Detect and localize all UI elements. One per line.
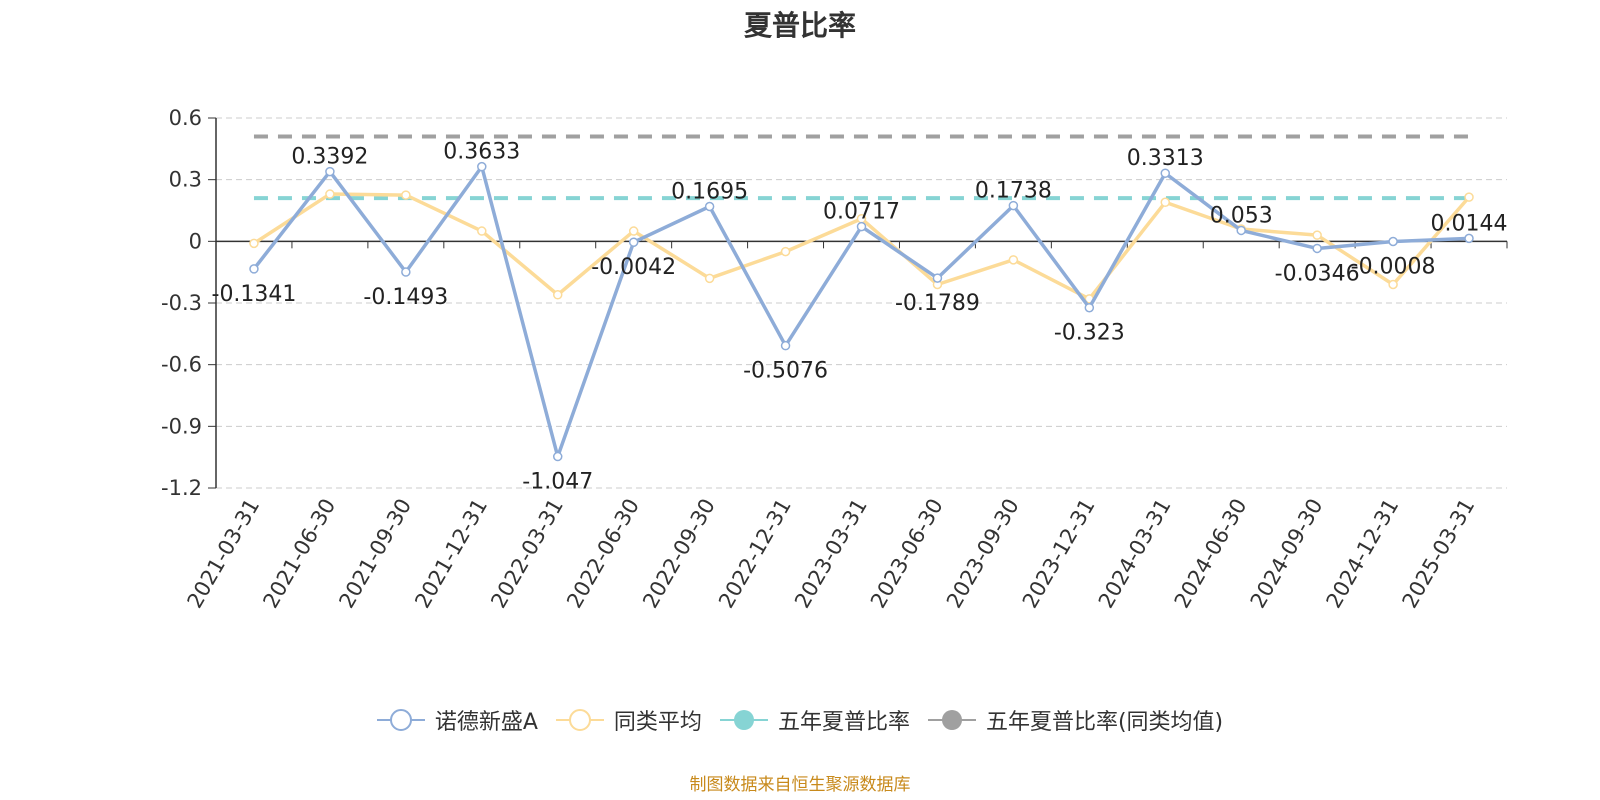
fund-point: [856, 221, 867, 232]
x-tick-label: 2023-09-30: [942, 495, 1024, 613]
legend-marker-five-year-sharpe-peer: [927, 710, 976, 730]
legend-item-peer-average[interactable]: 同类平均: [555, 704, 702, 736]
x-tick-label: 2023-06-30: [866, 495, 948, 613]
x-tick-label: 2023-12-31: [1018, 495, 1100, 613]
y-tick-label: 0: [189, 229, 202, 253]
peer-average-point: [1388, 279, 1398, 290]
fund-data-label: -0.0346: [1275, 261, 1360, 286]
fund-data-label: -0.1493: [363, 285, 448, 310]
fund-point: [704, 201, 715, 212]
fund-point: [780, 340, 791, 351]
legend-label-five-year-sharpe-peer: 五年夏普比率(同类均值): [985, 710, 1224, 735]
x-tick-label: 2023-03-31: [790, 495, 872, 613]
y-tick-label: 0.6: [169, 106, 202, 130]
fund-data-label: 0.1695: [671, 179, 748, 204]
peer-average-point: [1160, 197, 1171, 208]
fund-point: [477, 161, 487, 172]
fund-data-label: 0.0717: [823, 200, 900, 225]
data-source-note: 制图数据来自恒生聚源数据库: [689, 775, 911, 795]
chart-legend: 诺德新盛A 同类平均 五年夏普比率 五年夏普比率(同类均值): [0, 704, 1600, 736]
fund-point: [628, 237, 639, 247]
legend-item-five-year-sharpe[interactable]: 五年夏普比率: [719, 704, 910, 736]
fund-point: [1464, 233, 1474, 244]
fund-data-label: -0.323: [1054, 321, 1125, 346]
fund-point: [552, 451, 563, 462]
fund-point: [1388, 236, 1398, 247]
y-tick-label: -0.6: [161, 353, 202, 377]
sharpe-ratio-chart: 0.6 0.3 0 -0.3 -0.6 -0.9 -1.22021-03-312021-06…: [161, 106, 1508, 613]
x-tick-label: 2024-06-30: [1170, 495, 1252, 613]
x-tick-label: 2024-09-30: [1246, 495, 1328, 613]
fund-data-label: -1.047: [522, 470, 593, 495]
fund-data-label: -0.5076: [743, 359, 828, 384]
peer-average-point: [1008, 255, 1019, 265]
fund-data-label: -0.0008: [1351, 254, 1436, 279]
x-tick-label: 2022-12-31: [714, 495, 796, 613]
fund-point: [1312, 243, 1322, 254]
peer-average-point: [249, 238, 259, 249]
legend-marker-peer-average: [555, 709, 604, 731]
x-tick-label: 2024-12-31: [1322, 495, 1404, 613]
x-tick-label: 2025-03-31: [1398, 495, 1480, 613]
fund-data-label: 0.3633: [443, 140, 520, 165]
x-tick-label: 2024-03-31: [1094, 495, 1176, 613]
fund-point: [401, 267, 411, 277]
x-tick-label: 2021-09-30: [334, 494, 416, 612]
peer-average-point: [325, 189, 335, 199]
fund-point: [249, 264, 259, 274]
legend-item-fund[interactable]: 诺德新盛A: [376, 704, 538, 736]
x-tick-label: 2022-03-31: [486, 495, 568, 613]
x-tick-label: 2022-09-30: [638, 495, 720, 613]
y-tick-label: -0.3: [161, 291, 202, 315]
peer-average-point: [780, 246, 791, 257]
fund-point: [1084, 302, 1095, 313]
legend-label-fund: 诺德新盛A: [434, 710, 538, 735]
legend-marker-five-year-sharpe: [719, 710, 768, 730]
fund-point: [1160, 168, 1171, 178]
fund-data-label: 0.053: [1210, 203, 1273, 228]
y-tick-label: 0.3: [169, 168, 202, 192]
peer-average-point: [628, 226, 639, 236]
fund-data-label: -0.0042: [591, 255, 676, 280]
fund-data-label: 0.1738: [975, 179, 1052, 204]
peer-average-point: [1464, 192, 1474, 202]
fund-point: [1008, 200, 1019, 211]
legend-marker-fund: [376, 709, 425, 731]
fund-data-label: 0.0144: [1431, 211, 1508, 236]
fund-data-label: -0.1789: [895, 291, 980, 316]
y-tick-label: -0.9: [161, 414, 202, 438]
fund-point: [932, 273, 943, 283]
legend-label-peer-average: 同类平均: [613, 710, 702, 735]
x-tick-label: 2021-03-31: [182, 495, 264, 613]
legend-item-five-year-sharpe-peer[interactable]: 五年夏普比率(同类均值): [927, 704, 1224, 736]
fund-data-label: -0.1341: [212, 282, 297, 307]
fund-point: [325, 166, 335, 177]
peer-average-point: [477, 226, 487, 236]
chart-title: 夏普比率: [743, 9, 856, 42]
peer-average-point: [1312, 230, 1322, 240]
peer-average-point: [401, 190, 411, 200]
fund-point: [1236, 225, 1246, 236]
y-tick-label: -1.2: [161, 476, 202, 500]
peer-average-point: [552, 290, 563, 300]
peer-average-point: [704, 273, 715, 284]
x-tick-label: 2021-06-30: [258, 495, 340, 613]
fund-data-label: 0.3313: [1127, 146, 1204, 171]
x-tick-label: 2021-12-31: [410, 495, 492, 613]
fund-data-label: 0.3392: [291, 145, 368, 170]
x-tick-label: 2022-06-30: [562, 495, 644, 613]
legend-label-five-year-sharpe: 五年夏普比率: [777, 710, 910, 735]
